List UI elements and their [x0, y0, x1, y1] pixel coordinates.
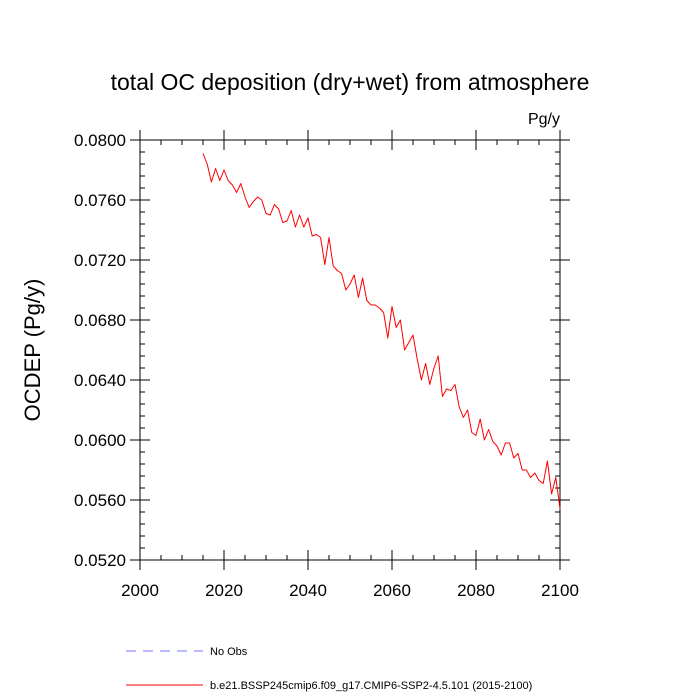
x-tick-label: 2020 — [205, 581, 243, 600]
x-tick-label: 2040 — [289, 581, 327, 600]
legend: No Obs b.e21.BSSP245cmip6.f09_g17.CMIP6-S… — [126, 646, 532, 692]
x-tick-label: 2060 — [373, 581, 411, 600]
y-tick-label: 0.0760 — [74, 191, 126, 210]
plot-frame — [139, 139, 561, 561]
legend-label: b.e21.BSSP245cmip6.f09_g17.CMIP6-SSP2-4.… — [210, 680, 532, 692]
x-tick-label: 2080 — [457, 581, 495, 600]
series-line — [202, 153, 561, 510]
y-tick-label: 0.0720 — [74, 251, 126, 270]
y-tick-label: 0.0640 — [74, 371, 126, 390]
x-tick-label: 2000 — [121, 581, 159, 600]
series-lines — [202, 153, 561, 510]
y-axis-label: OCDEP (Pg/y) — [20, 279, 45, 422]
x-tick-label: 2100 — [541, 581, 579, 600]
axis-tick-labels: 2000 2020 2040 2060 2080 2100 0.0520 0.0560 0.06… — [74, 131, 579, 600]
y-tick-label: 0.0680 — [74, 311, 126, 330]
y-tick-label: 0.0800 — [74, 131, 126, 150]
units-label: Pg/y — [528, 111, 560, 128]
chart-title: total OC deposition (dry+wet) from atmos… — [111, 69, 590, 95]
y-tick-label: 0.0560 — [74, 491, 126, 510]
axis-ticks — [130, 130, 570, 570]
y-tick-label: 0.0600 — [74, 431, 126, 450]
legend-label: No Obs — [210, 646, 248, 658]
y-tick-label: 0.0520 — [74, 551, 126, 570]
